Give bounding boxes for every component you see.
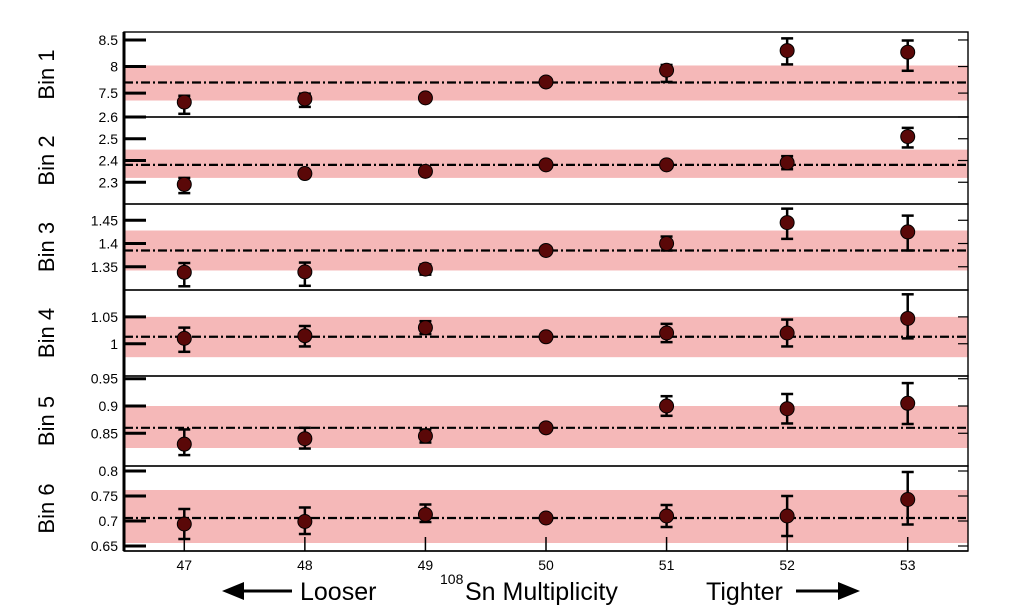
data-point [417, 320, 433, 336]
y-tick-label: 1.05 [91, 309, 118, 325]
tighter-label: Tighter [706, 578, 783, 606]
y-tick-label: 2.5 [99, 131, 119, 147]
data-point [297, 328, 313, 344]
data-point [538, 74, 554, 90]
data-point [900, 44, 916, 60]
data-point [538, 242, 554, 258]
y-tick-label: 1.35 [91, 259, 118, 275]
panel-plot-area [124, 126, 968, 195]
panel-label: Bin 4 [34, 308, 59, 358]
x-tick-label: 47 [176, 557, 192, 573]
panel-label: Bin 5 [34, 396, 59, 446]
y-tick-label: 0.85 [91, 425, 118, 441]
x-axis-title: Sn Multiplicity [465, 578, 618, 606]
x-tick-label: 48 [297, 557, 313, 573]
panel-plot-area [124, 37, 968, 116]
panels-layer: 7.5 8 8.5 Bin 1 2.3 2.4 2.5 2.6 Bin 2 1.35 1.4 1.45… [34, 31, 969, 554]
y-tick-label: 8.5 [99, 32, 119, 48]
data-point [900, 310, 916, 326]
x-tick-label: 50 [538, 557, 554, 573]
data-point [659, 62, 675, 78]
panel-label: Bin 6 [34, 483, 59, 533]
y-tick-label: 0.8 [99, 463, 119, 479]
panel-plot-area [124, 207, 968, 288]
xlabel-isotope-mass: 108 [440, 571, 464, 587]
data-point [900, 224, 916, 240]
y-tick-label: 0.75 [91, 488, 118, 504]
data-point [659, 236, 675, 252]
data-point [538, 329, 554, 345]
panel-bin-6: 0.65 0.7 0.75 0.8 Bin 6 [34, 463, 969, 554]
x-axis: 47 48 49 50 51 52 53 [124, 537, 968, 573]
tighter-arrow-head [838, 582, 860, 600]
data-point [297, 431, 313, 447]
y-tick-label: 0.65 [91, 538, 118, 554]
y-tick-label: 2.4 [99, 153, 119, 169]
panel-bin-1: 7.5 8 8.5 Bin 1 [34, 31, 969, 118]
data-point [176, 436, 192, 452]
data-point [297, 514, 313, 529]
data-point [297, 91, 313, 107]
data-point [417, 428, 433, 444]
y-tick-label: 7.5 [99, 85, 119, 101]
panel-plot-area [124, 381, 968, 457]
data-point [176, 330, 192, 346]
y-tick-label: 0.95 [91, 371, 118, 387]
x-tick-label: 49 [418, 557, 434, 573]
data-point [297, 166, 313, 182]
data-point [417, 90, 433, 106]
y-tick-label: 1.4 [99, 236, 119, 252]
data-point [176, 264, 192, 280]
y-tick-label: 0.7 [99, 513, 119, 529]
panel-plot-area [124, 470, 968, 543]
y-tick-label: 1.45 [91, 212, 118, 228]
data-point [779, 155, 795, 171]
looser-label: Looser [300, 578, 376, 606]
data-point [779, 508, 795, 524]
data-point [779, 43, 795, 59]
panel-bin-4: 1 1.05 Bin 4 [34, 289, 969, 377]
data-point [538, 157, 554, 173]
y-tick-label: 0.9 [99, 398, 119, 414]
data-point [779, 215, 795, 231]
x-tick-label: 52 [779, 557, 795, 573]
data-point [659, 325, 675, 341]
data-point [417, 163, 433, 179]
data-point [417, 507, 433, 522]
y-tick-label: 2.6 [99, 109, 119, 125]
y-tick-label: 8 [110, 59, 118, 75]
data-point [538, 510, 554, 526]
panel-bin-5: 0.85 0.9 0.95 Bin 5 [34, 371, 969, 467]
y-tick-label: 1 [110, 336, 118, 352]
data-point [900, 395, 916, 411]
panel-label: Bin 3 [34, 222, 59, 272]
data-point [176, 176, 192, 192]
panel-bin-2: 2.3 2.4 2.5 2.6 Bin 2 [34, 109, 969, 205]
data-point [900, 492, 916, 507]
data-point [659, 508, 675, 524]
data-point [900, 129, 916, 145]
data-point [297, 264, 313, 280]
x-tick-label: 53 [900, 557, 916, 573]
data-point [417, 261, 433, 277]
panel-label: Bin 2 [34, 135, 59, 185]
looser-arrow-head [222, 582, 244, 600]
data-point [659, 157, 675, 173]
data-point [538, 420, 554, 436]
y-tick-label: 2.3 [99, 174, 119, 190]
x-tick-label: 51 [659, 557, 675, 573]
data-point [779, 401, 795, 417]
panel-plot-area [124, 293, 968, 358]
data-point [176, 94, 192, 110]
panel-label: Bin 1 [34, 49, 59, 99]
panel-bin-3: 1.35 1.4 1.45 Bin 3 [34, 203, 969, 291]
x-axis-annotations: Looser 108 Sn Multiplicity Tighter [222, 571, 860, 606]
data-point [659, 398, 675, 414]
data-point [176, 516, 192, 532]
data-point [779, 325, 795, 341]
